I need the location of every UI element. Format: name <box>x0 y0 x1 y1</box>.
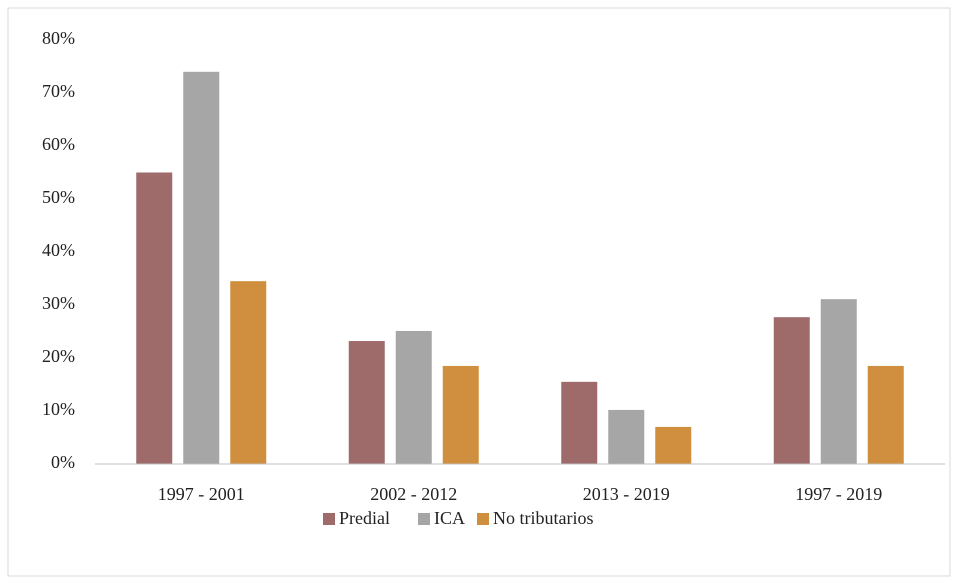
bar <box>230 281 267 464</box>
bar <box>561 381 598 464</box>
x-tick-label: 2002 - 2012 <box>370 484 457 504</box>
legend-label: ICA <box>434 508 465 528</box>
y-tick-label: 30% <box>42 293 75 313</box>
x-tick-label: 2013 - 2019 <box>583 484 670 504</box>
bar <box>773 317 810 464</box>
bar <box>136 172 173 464</box>
bar <box>183 71 220 465</box>
legend-swatch <box>477 513 489 525</box>
legend-swatch <box>323 513 335 525</box>
bar <box>442 365 479 464</box>
bar <box>820 299 857 464</box>
legend-label: Predial <box>339 508 390 528</box>
x-tick-label: 1997 - 2001 <box>158 484 245 504</box>
bar <box>608 409 645 464</box>
y-tick-label: 40% <box>42 240 75 260</box>
bar <box>655 426 692 464</box>
y-tick-label: 60% <box>42 134 75 154</box>
bar <box>348 341 385 464</box>
legend-label: No tributarios <box>493 508 594 528</box>
y-tick-label: 80% <box>42 28 75 48</box>
y-tick-label: 20% <box>42 346 75 366</box>
y-tick-label: 10% <box>42 399 75 419</box>
legend-swatch <box>418 513 430 525</box>
y-tick-label: 70% <box>42 81 75 101</box>
y-tick-label: 50% <box>42 187 75 207</box>
bar <box>395 330 432 464</box>
y-tick-label: 0% <box>51 452 75 472</box>
x-tick-label: 1997 - 2019 <box>795 484 882 504</box>
bar <box>867 365 904 464</box>
